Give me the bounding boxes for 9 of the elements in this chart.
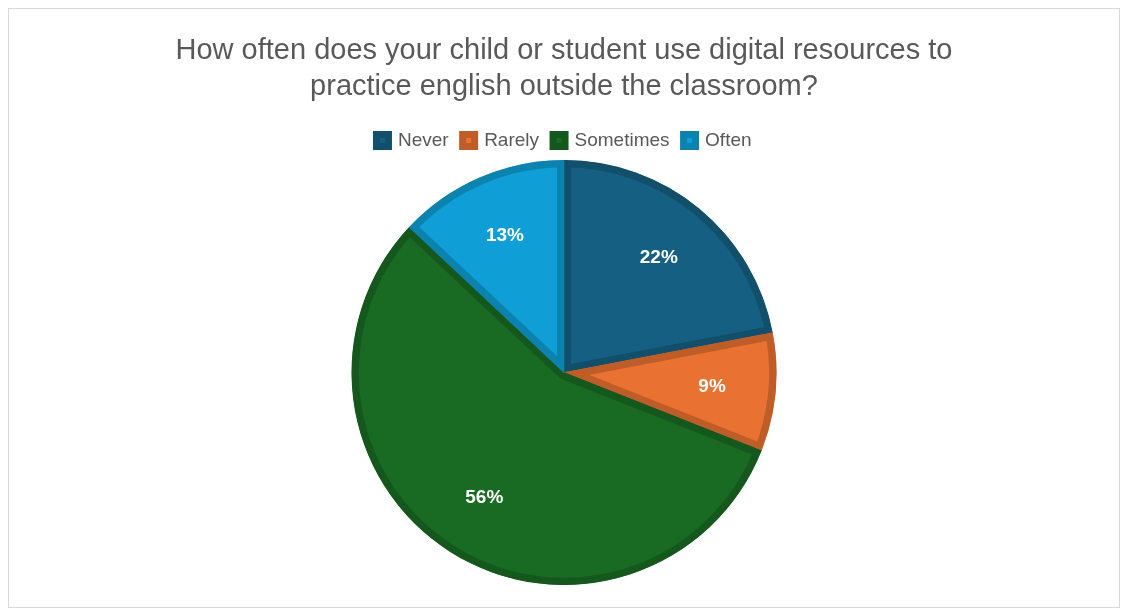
data-label: 13%	[485, 224, 525, 246]
data-label: 22%	[639, 246, 678, 268]
data-label: 9%	[698, 374, 726, 396]
data-label: 56%	[465, 486, 504, 508]
chart-title: How often does your child or student use digital resources to practice english outside the classroom?	[174, 32, 954, 103]
legend-label: Rarely	[484, 128, 540, 150]
legend-label: Never	[397, 128, 450, 150]
legend-label: Often	[705, 128, 752, 150]
legend-label: Sometimes	[574, 128, 670, 150]
